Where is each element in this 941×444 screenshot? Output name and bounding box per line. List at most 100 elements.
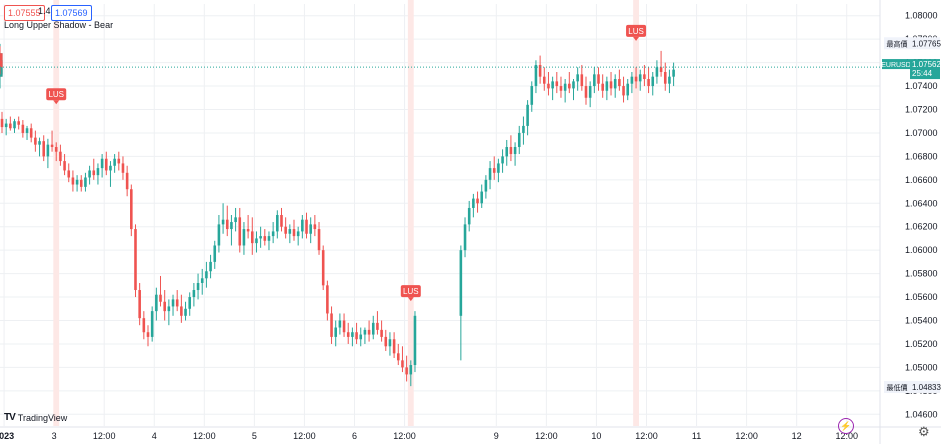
candle-body (638, 74, 642, 82)
candle-body (34, 137, 37, 145)
candle-body (246, 229, 250, 232)
gear-icon[interactable]: ⚙ (918, 424, 930, 439)
price-tag-label: 最低價 (887, 383, 908, 392)
candle-body (38, 141, 41, 145)
candle-body (376, 322, 379, 330)
candle-body (50, 144, 54, 148)
candle-body (192, 290, 196, 298)
candle-body (288, 229, 292, 234)
candle-body (230, 222, 233, 230)
ask-price-box[interactable]: 1.07569 (51, 5, 92, 21)
bid-price-box[interactable]: 1.07555 (4, 5, 45, 21)
candle-body (584, 86, 588, 98)
current-price-value: 1.07562 (912, 60, 941, 69)
price-tag-value-box (910, 37, 940, 50)
tradingview-logo[interactable]: TV TradingView (4, 412, 67, 423)
candle-body (509, 147, 513, 155)
candle-body (405, 367, 408, 375)
candle-body (263, 236, 267, 241)
candle-body (559, 86, 563, 91)
candle-body (13, 121, 16, 129)
candle-body (668, 76, 671, 84)
candle-body (605, 81, 609, 91)
candle-body (29, 128, 33, 138)
price-tag-value: 1.07765 (912, 39, 941, 48)
candle-body (467, 207, 471, 225)
time-axis[interactable]: 2023 3 12:00 4 12:00 5 12:00 6 12:00 9 12:00 10 12:0… (0, 431, 858, 441)
candle-body (392, 339, 396, 354)
candle-body (0, 118, 4, 128)
candle-body (534, 64, 538, 87)
candle-body (626, 83, 630, 96)
candle-body (388, 339, 392, 347)
candle-body (54, 147, 58, 152)
signal-marker: LUS (400, 285, 421, 302)
candle-body (109, 165, 112, 171)
candle-body (484, 179, 488, 192)
x-tick-label: 5 (252, 431, 257, 441)
candle-body (96, 168, 100, 176)
candle-body (163, 301, 166, 312)
x-tick-label: 12:00 (293, 431, 316, 441)
candle-body (17, 121, 20, 125)
candle-body (296, 231, 300, 237)
x-tick-label: 9 (494, 431, 499, 441)
candle-body (663, 71, 667, 84)
candle-body (225, 219, 229, 230)
x-tick-label: 12:00 (93, 431, 116, 441)
candle-body (205, 271, 208, 279)
x-tick-label: 12:00 (835, 431, 858, 441)
candle-body (363, 329, 367, 335)
signal-marker-box (46, 88, 67, 101)
price-tag-value: 1.04833 (912, 383, 941, 392)
candle-body (4, 123, 8, 128)
candle-body (505, 147, 509, 157)
candle-body (517, 132, 521, 148)
signal-marker-label: LUS (48, 90, 64, 99)
candle-body (238, 217, 242, 246)
candle-body (630, 76, 634, 84)
candle-body (647, 79, 650, 87)
candle-body (330, 313, 333, 337)
candle-body (88, 170, 91, 178)
signal-highlights (53, 0, 639, 426)
price-tag-value-box (910, 380, 940, 393)
candle-body (146, 332, 150, 337)
x-tick-label: 12:00 (735, 431, 758, 441)
candle-body (409, 365, 413, 375)
x-tick-label: 12:00 (535, 431, 558, 441)
candle-body (134, 229, 137, 291)
candle-body (75, 179, 79, 185)
x-tick-label: 2023 (0, 431, 14, 441)
signal-marker-label: LUS (403, 287, 419, 296)
candle-body (292, 229, 296, 237)
signal-highlight-band (633, 0, 639, 426)
candle-body (0, 67, 3, 77)
lightning-icon[interactable]: ⚡ (838, 418, 854, 434)
countdown-timer: 25:44 (912, 69, 933, 78)
candle-body (221, 219, 225, 225)
candle-body (125, 172, 129, 190)
candle-body (651, 76, 655, 87)
symbol-tag (882, 59, 910, 70)
x-tick-label: 12:00 (393, 431, 416, 441)
candle-body (334, 327, 338, 337)
candle-body (380, 329, 383, 337)
candle-body (242, 229, 246, 246)
indicator-name[interactable]: Long Upper Shadow - Bear (4, 20, 114, 30)
candle-body (309, 224, 312, 234)
x-tick-label: 11 (692, 431, 701, 441)
candle-body (21, 124, 25, 133)
candle-body (130, 189, 133, 230)
signal-marker-box (400, 285, 421, 298)
candle-body (346, 332, 350, 337)
candle-body (472, 198, 475, 208)
candle-body (367, 329, 371, 335)
candle-body (317, 229, 321, 251)
candle-body (79, 179, 83, 187)
candle-body (150, 311, 154, 337)
price-tag-label: 最高價 (887, 39, 908, 48)
y-tick-label: 1.07400 (905, 81, 938, 91)
